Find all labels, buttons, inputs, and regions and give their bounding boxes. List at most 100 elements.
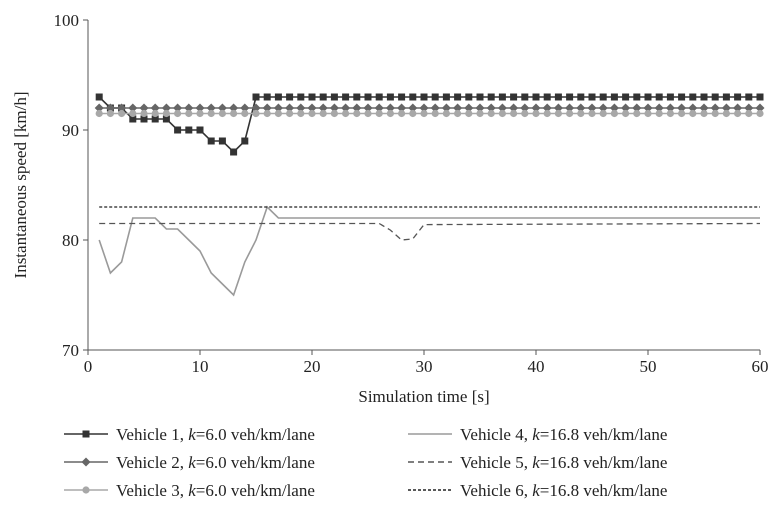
data-point (543, 93, 551, 101)
data-point (185, 126, 193, 134)
data-point (711, 109, 719, 118)
legend-label-prefix: Vehicle 3, (116, 481, 188, 500)
data-point (95, 109, 103, 118)
legend-label-prefix: Vehicle 5, (460, 453, 532, 472)
data-point (700, 109, 708, 118)
data-point (398, 93, 406, 101)
data-point (566, 93, 574, 101)
data-point (251, 103, 261, 113)
data-point (196, 109, 204, 118)
data-point (195, 103, 205, 113)
data-point (218, 109, 226, 118)
data-point (230, 148, 238, 156)
data-point (173, 103, 183, 113)
series-2 (94, 103, 765, 113)
data-point (622, 109, 630, 118)
data-point (756, 109, 764, 118)
data-point (722, 93, 730, 101)
data-point (252, 93, 260, 101)
data-point (286, 93, 294, 101)
data-point (509, 103, 519, 113)
data-point (476, 93, 484, 101)
data-point (363, 103, 373, 113)
data-point (386, 109, 394, 118)
data-point (710, 103, 720, 113)
data-point (273, 103, 283, 113)
data-point (688, 103, 698, 113)
legend-item-6: Vehicle 6, k=16.8 veh/km/lane (408, 481, 667, 500)
data-point (633, 93, 641, 101)
data-point (733, 103, 743, 113)
data-point (106, 109, 114, 118)
data-point (464, 103, 474, 113)
data-point (655, 93, 663, 101)
data-point (409, 109, 417, 118)
legend-label-suffix: =16.8 veh/km/lane (540, 453, 668, 472)
data-point (689, 93, 697, 101)
series-1 (95, 93, 764, 156)
legend-label-suffix: =6.0 veh/km/lane (196, 453, 315, 472)
data-point (285, 103, 295, 113)
data-point (296, 103, 306, 113)
data-point (161, 103, 171, 113)
series-3 (95, 109, 764, 118)
data-point (565, 103, 575, 113)
data-point (576, 103, 586, 113)
data-point (644, 109, 652, 118)
legend-label-prefix: Vehicle 1, (116, 425, 188, 444)
legend-item-2: Vehicle 2, k=6.0 veh/km/lane (64, 453, 315, 472)
x-tick-label: 50 (640, 357, 657, 376)
data-point (566, 109, 574, 118)
data-point (207, 109, 215, 118)
data-point (486, 103, 496, 113)
data-point (665, 103, 675, 113)
data-point (409, 93, 417, 101)
data-point (117, 103, 127, 113)
data-point (487, 109, 495, 118)
data-point (454, 109, 462, 118)
data-point (655, 109, 663, 118)
data-point (241, 137, 249, 145)
x-tick-label: 40 (528, 357, 545, 376)
data-point (196, 126, 204, 134)
data-point (364, 109, 372, 118)
data-point (621, 103, 631, 113)
data-point (520, 103, 530, 113)
data-point (174, 126, 182, 134)
data-point (588, 109, 596, 118)
legend-item-4: Vehicle 4, k=16.8 veh/km/lane (408, 425, 667, 444)
data-point (487, 93, 495, 101)
data-point (542, 103, 552, 113)
data-point (353, 93, 361, 101)
series-line (98, 205, 760, 297)
data-point (454, 93, 462, 101)
data-point (609, 103, 619, 113)
data-point (442, 93, 450, 101)
data-point (543, 109, 551, 118)
data-point (229, 103, 239, 113)
data-point (475, 103, 485, 113)
data-point (420, 93, 428, 101)
series-5 (99, 222, 761, 241)
legend-marker (82, 430, 90, 438)
data-point (263, 109, 271, 118)
data-point (700, 93, 708, 101)
data-point (622, 93, 630, 101)
legend-label: Vehicle 4, k=16.8 veh/km/lane (460, 425, 667, 444)
data-point (734, 93, 742, 101)
data-point (162, 109, 170, 118)
data-point (129, 109, 137, 118)
legend-label-suffix: =6.0 veh/km/lane (196, 481, 315, 500)
data-point (330, 109, 338, 118)
data-point (341, 103, 351, 113)
data-point (745, 93, 753, 101)
series-line (99, 222, 761, 241)
data-point (398, 109, 406, 118)
x-tick-label: 0 (84, 357, 93, 376)
legend-label-suffix: =6.0 veh/km/lane (196, 425, 315, 444)
data-point (374, 103, 384, 113)
legend-label-k: k (532, 453, 540, 472)
data-point (476, 109, 484, 118)
